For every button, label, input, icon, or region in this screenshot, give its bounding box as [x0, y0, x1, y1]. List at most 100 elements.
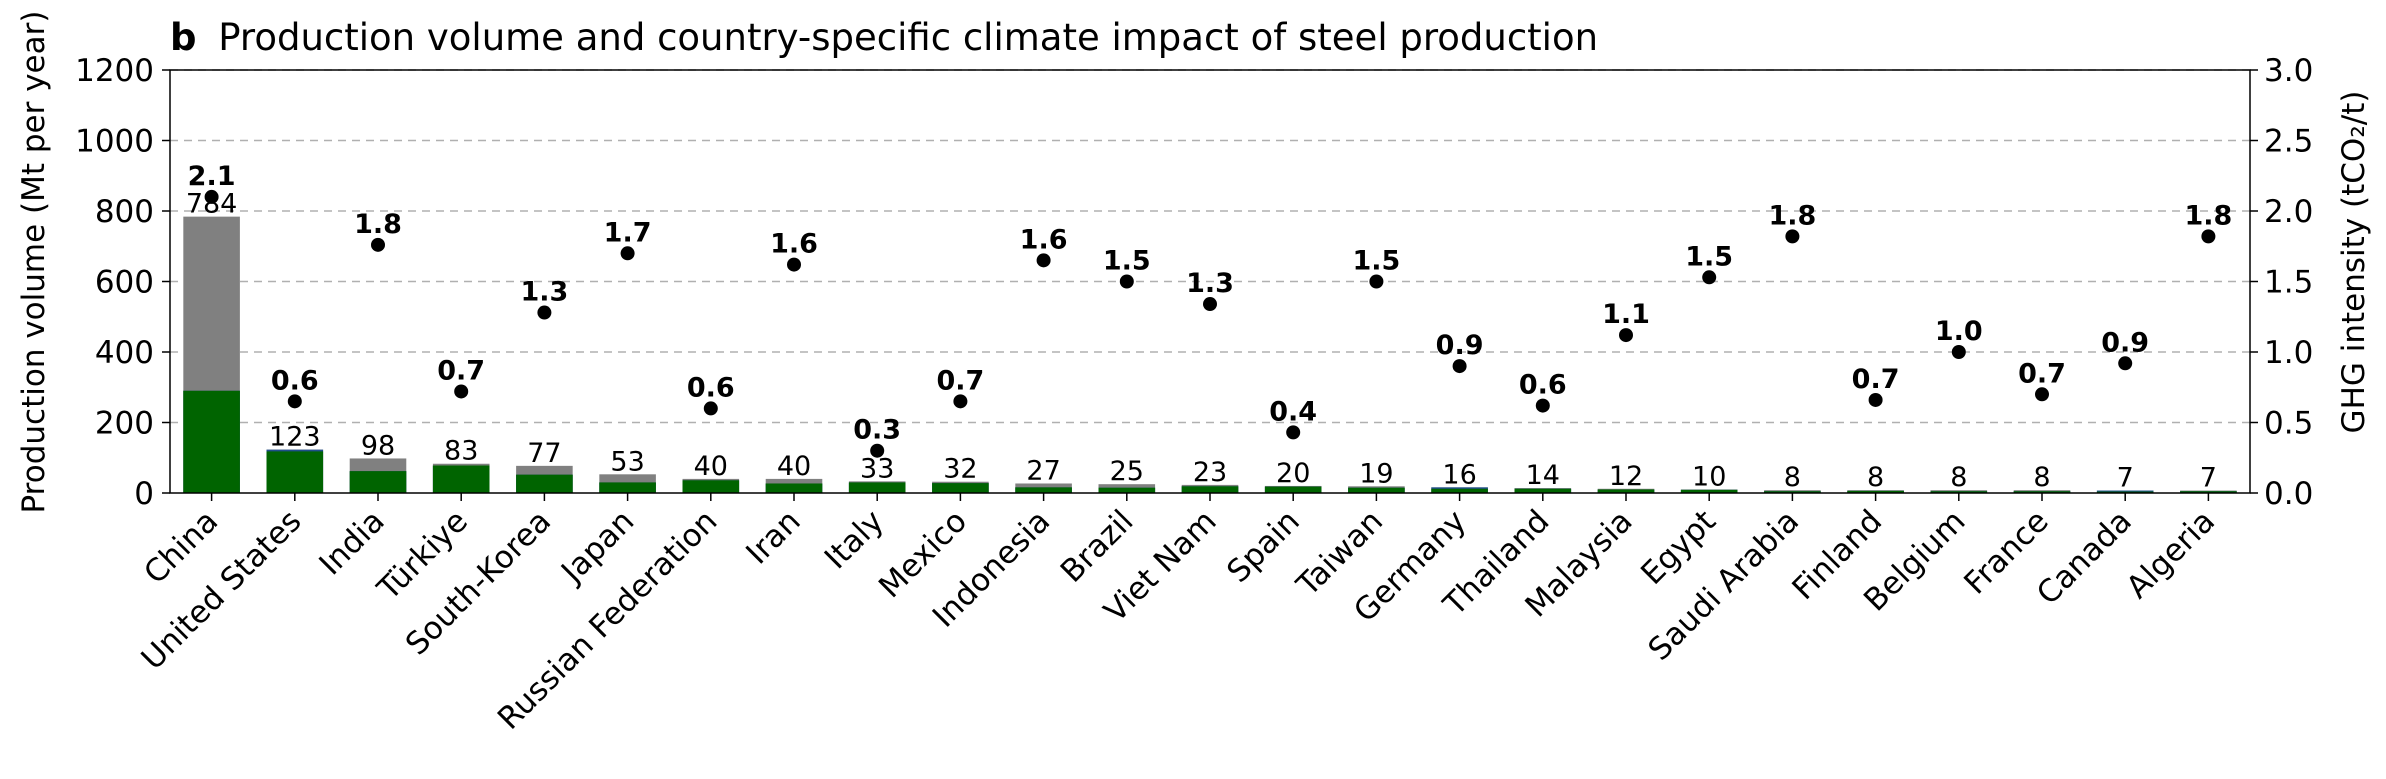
y2-tick-label: 1.0 [2264, 335, 2313, 371]
chart-title-text: Production volume and country-specific c… [218, 16, 1598, 59]
bar-total-label: 7 [2200, 463, 2217, 494]
x-tick-label: South-Korea [399, 503, 558, 662]
bar-green [432, 465, 490, 493]
intensity-label: 0.3 [853, 415, 901, 446]
intensity-point [204, 189, 219, 204]
y2-tick-label: 0.0 [2264, 476, 2313, 512]
intensity-label: 1.7 [604, 217, 652, 248]
intensity-point [1868, 392, 1883, 407]
x-tick-label: Italy [818, 503, 891, 576]
intensity-point [953, 394, 968, 409]
intensity-point [1369, 274, 1384, 289]
bar-total-label: 83 [444, 436, 478, 467]
intensity-label: 0.6 [1519, 370, 1567, 401]
intensity-point [1286, 425, 1301, 440]
intensity-point [1619, 328, 1633, 343]
intensity-label: 2.1 [188, 161, 236, 192]
y-tick-label: 400 [95, 335, 154, 371]
y2-tick-label: 1.5 [2264, 265, 2313, 301]
intensity-label: 0.7 [1852, 364, 1900, 395]
bar-total-label: 53 [610, 446, 644, 477]
y-tick-label: 800 [95, 194, 154, 230]
bar-green [682, 480, 740, 493]
bar-total-label: 8 [1950, 462, 1967, 493]
bar-total-label: 23 [1193, 457, 1227, 488]
x-tick-label: Saudi Arabia [1642, 503, 1807, 668]
bar-total-label: 27 [1026, 455, 1060, 486]
bar-total-label: 123 [269, 422, 321, 453]
intensity-point [2118, 356, 2133, 371]
intensity-point [287, 394, 302, 409]
bars [183, 216, 2237, 493]
bar-green [349, 471, 407, 493]
y2-tick-label: 2.0 [2264, 194, 2313, 230]
y2-tick-label: 3.0 [2264, 53, 2313, 89]
intensity-label: 0.6 [271, 365, 319, 396]
chart-title-letter: b [170, 16, 197, 59]
bar-green [765, 483, 823, 493]
y-tick-label: 200 [95, 406, 154, 442]
intensity-label: 0.7 [936, 365, 984, 396]
plot-frame [169, 69, 2251, 494]
y2-axis-title: GHG intensity (tCO₂/t) [2336, 91, 2372, 434]
intensity-point [1203, 297, 1217, 312]
bar-green [1680, 489, 1738, 493]
bar-total-label: 20 [1276, 458, 1310, 489]
x-tick-label: Algeria [2120, 503, 2222, 605]
intensity-label: 1.5 [1103, 246, 1151, 277]
intensity-point [1036, 253, 1051, 268]
bar-total-label: 8 [2033, 462, 2050, 493]
bar-total-label: 25 [1110, 456, 1144, 487]
bar-green [1348, 487, 1405, 493]
intensity-point [2201, 229, 2216, 244]
bar-green [1431, 488, 1488, 493]
bar-green [2013, 491, 2071, 493]
bar-total-label: 14 [1526, 460, 1560, 491]
intensity-point [2035, 387, 2049, 402]
bar-green [1098, 487, 1156, 493]
y-tick-label: 600 [95, 265, 154, 301]
bar-total-label: 33 [860, 453, 894, 484]
intensity-label: 1.5 [1685, 241, 1733, 272]
y-axis-title: Production volume (Mt per year) [16, 11, 52, 514]
intensity-point [787, 257, 801, 272]
bar-green [1514, 488, 1572, 493]
intensity-point [620, 246, 635, 261]
intensity-label: 0.7 [2018, 358, 2066, 389]
bar-green [183, 390, 240, 493]
intensity-label: 1.8 [354, 209, 402, 240]
bar-total-label: 7 [2117, 463, 2134, 494]
intensity-point [1785, 229, 1800, 244]
intensity-point [371, 237, 385, 252]
intensity-point [454, 384, 469, 399]
bar-total-label: 19 [1359, 458, 1393, 489]
bar-total-label: 98 [361, 430, 395, 461]
intensity-label: 1.8 [1768, 200, 1816, 231]
intensity-point [537, 305, 552, 320]
intensity-label: 1.6 [1020, 224, 1068, 255]
bar-total-label: 32 [943, 454, 977, 485]
y-tick-label: 1000 [75, 124, 154, 160]
intensity-point [1452, 359, 1467, 374]
axes: 0 200 400 600 800 1000 1200 0.0 0.5 1.0 1.5 2.0 2.5 3… [75, 53, 2313, 737]
intensity-label: 0.4 [1269, 396, 1317, 427]
bar-total-label: 40 [777, 451, 811, 482]
intensity-label: 0.9 [1436, 330, 1484, 361]
intensity-label: 1.1 [1602, 299, 1650, 330]
bar-total-label: 77 [527, 438, 561, 469]
bar-green [1930, 491, 1988, 493]
y-tick-label: 0 [134, 476, 154, 512]
y2-tick-label: 0.5 [2264, 406, 2313, 442]
bar-total-label: 8 [1784, 462, 1801, 493]
intensity-point [1535, 398, 1550, 413]
y-tick-label: 1200 [75, 53, 154, 89]
intensity-label: 1.5 [1352, 246, 1400, 277]
intensity-point [1119, 274, 1134, 289]
bar-green [1764, 491, 1821, 493]
intensity-label: 1.6 [770, 229, 818, 260]
bar-green [516, 474, 573, 493]
intensity-label: 1.8 [2184, 200, 2232, 231]
intensity-point [870, 443, 885, 458]
bar-green [1597, 489, 1655, 493]
